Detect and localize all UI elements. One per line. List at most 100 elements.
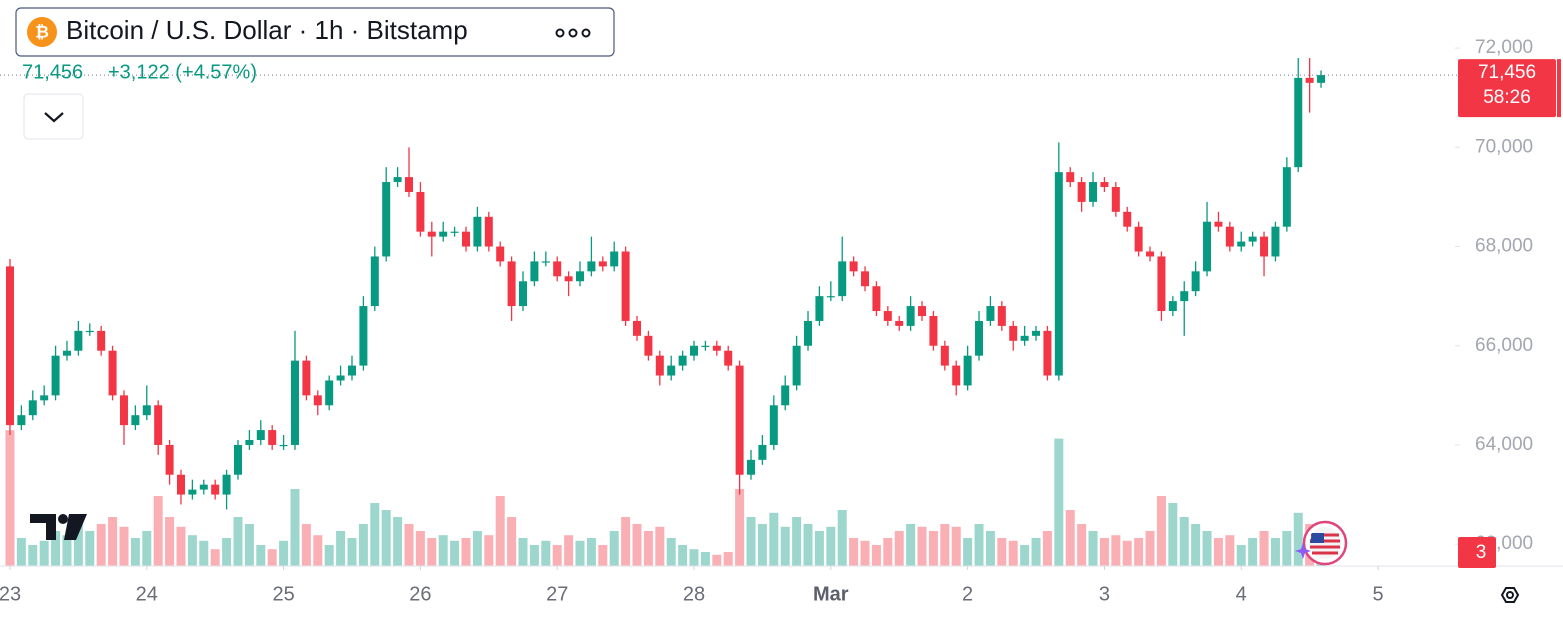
volume-bar bbox=[621, 517, 631, 566]
volume-bar bbox=[1259, 531, 1269, 566]
candle-body bbox=[667, 365, 676, 376]
candle-body bbox=[1123, 211, 1132, 227]
volume-bar bbox=[130, 538, 140, 566]
chart-title: Bitcoin / U.S. Dollar · 1h · Bitstamp bbox=[66, 15, 468, 45]
candle-body bbox=[165, 444, 174, 475]
bitcoin-icon bbox=[27, 17, 57, 47]
volume-bar bbox=[837, 510, 847, 566]
candle-body bbox=[1225, 226, 1234, 247]
volume-bar bbox=[62, 535, 72, 566]
volume-bar bbox=[1191, 524, 1201, 566]
candle-body bbox=[792, 345, 801, 386]
volume-bar bbox=[347, 538, 357, 566]
volume-bar bbox=[279, 540, 289, 566]
badge-box[interactable] bbox=[1458, 537, 1496, 568]
volume-bar bbox=[142, 531, 152, 566]
volume-bar bbox=[153, 496, 163, 566]
candle-body bbox=[758, 444, 767, 460]
collapse-button[interactable] bbox=[23, 93, 84, 140]
volume-bar bbox=[336, 531, 346, 566]
volume-bar bbox=[85, 531, 95, 566]
y-tick-label: 68,000 bbox=[1475, 236, 1533, 257]
volume-bar bbox=[1202, 531, 1212, 566]
volume-bar bbox=[1179, 517, 1189, 566]
volume-bar bbox=[222, 538, 232, 566]
volume-bar bbox=[313, 535, 323, 566]
candle-body bbox=[393, 177, 402, 183]
candle-body bbox=[382, 182, 391, 257]
candle-body bbox=[290, 360, 299, 445]
x-tick-label: 2 bbox=[962, 583, 973, 605]
candle-body bbox=[211, 484, 220, 495]
volume-bar bbox=[1031, 538, 1041, 566]
candle-body bbox=[347, 365, 356, 376]
x-tick-label: 26 bbox=[409, 583, 431, 605]
candle-body bbox=[940, 345, 949, 366]
volume-bar bbox=[575, 540, 585, 566]
volume-bar bbox=[1088, 531, 1098, 566]
volume-bar bbox=[860, 540, 870, 566]
volume-bar bbox=[393, 517, 403, 566]
candle-body bbox=[154, 405, 163, 445]
price-tag-countdown: 58:26 bbox=[1483, 87, 1531, 108]
volume-bar bbox=[735, 489, 745, 566]
candle-body bbox=[176, 474, 185, 495]
volume-bar bbox=[1145, 531, 1155, 566]
candle-body bbox=[1111, 187, 1120, 212]
volume-bar bbox=[415, 531, 425, 566]
more-icon[interactable] bbox=[555, 28, 591, 38]
candle-body bbox=[735, 365, 744, 475]
candle-body bbox=[1054, 172, 1063, 376]
candle-body bbox=[507, 261, 516, 307]
volume-bar bbox=[210, 549, 220, 566]
chevron-icon bbox=[44, 112, 64, 123]
volume-bar bbox=[712, 554, 722, 566]
settings-icon-center bbox=[1506, 591, 1514, 599]
volume-bar bbox=[849, 538, 859, 566]
y-tick-label: 72,000 bbox=[1475, 37, 1533, 58]
candle-body bbox=[712, 345, 721, 351]
candle-body bbox=[1180, 291, 1189, 302]
candle-body bbox=[724, 350, 733, 366]
candle-body bbox=[1271, 226, 1280, 257]
volume-bar bbox=[609, 531, 619, 566]
price-tag-value: 71,456 bbox=[1478, 62, 1536, 83]
volume-bar bbox=[564, 535, 574, 566]
volume-bar bbox=[256, 545, 266, 566]
volume-bar bbox=[199, 540, 209, 566]
candle-body bbox=[690, 345, 699, 356]
volume-bar bbox=[472, 531, 482, 566]
volume-bar bbox=[1008, 540, 1018, 566]
settings-icon[interactable] bbox=[1500, 587, 1520, 603]
volume-bar bbox=[871, 545, 881, 566]
candle-body bbox=[496, 246, 505, 262]
candle-body bbox=[1077, 182, 1086, 202]
candle-body bbox=[1203, 221, 1212, 272]
candle-body bbox=[929, 315, 938, 346]
y-tick-label: 66,000 bbox=[1475, 335, 1533, 356]
volume-bar bbox=[906, 524, 916, 566]
candle-body bbox=[1294, 77, 1303, 168]
volume-bar bbox=[951, 526, 961, 566]
volume-bar bbox=[1042, 531, 1052, 566]
volume-bar bbox=[632, 524, 642, 566]
volume-bar bbox=[689, 549, 699, 566]
volume-bar bbox=[1111, 535, 1121, 566]
candle-body bbox=[587, 261, 596, 272]
volume-bar bbox=[5, 430, 15, 566]
flag-icon[interactable] bbox=[1295, 520, 1348, 566]
candle-body bbox=[370, 256, 379, 307]
x-tick-label: Mar bbox=[813, 583, 849, 605]
candle-body bbox=[188, 489, 197, 495]
header-box[interactable] bbox=[15, 7, 615, 57]
price-tag bbox=[1458, 59, 1556, 118]
candle-body bbox=[1020, 335, 1029, 341]
volume-bar bbox=[1020, 545, 1030, 566]
candle-body bbox=[1237, 241, 1246, 247]
candle-body bbox=[1089, 182, 1098, 202]
candle-body bbox=[119, 395, 128, 426]
volume-bar bbox=[28, 545, 38, 566]
candle-body bbox=[598, 261, 607, 267]
candle-body bbox=[963, 355, 972, 386]
